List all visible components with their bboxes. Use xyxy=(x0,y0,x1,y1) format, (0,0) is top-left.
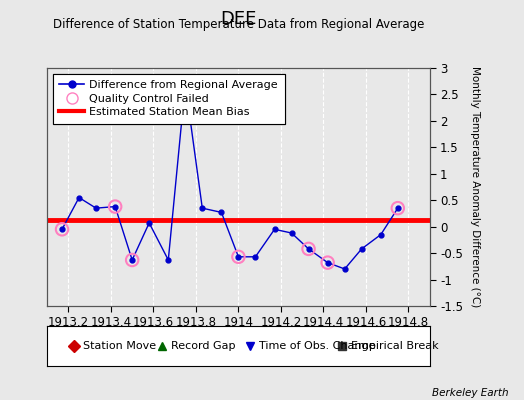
Point xyxy=(111,203,119,210)
Text: Empirical Break: Empirical Break xyxy=(351,341,439,351)
Text: Berkeley Earth: Berkeley Earth xyxy=(432,388,508,398)
Text: Difference of Station Temperature Data from Regional Average: Difference of Station Temperature Data f… xyxy=(53,18,424,31)
Legend: Difference from Regional Average, Quality Control Failed, Estimated Station Mean: Difference from Regional Average, Qualit… xyxy=(53,74,285,124)
Text: Time of Obs. Change: Time of Obs. Change xyxy=(259,341,376,351)
Y-axis label: Monthly Temperature Anomaly Difference (°C): Monthly Temperature Anomaly Difference (… xyxy=(470,66,480,308)
Point xyxy=(128,257,136,263)
Point xyxy=(234,254,243,260)
Text: Station Move: Station Move xyxy=(83,341,157,351)
Point xyxy=(304,246,313,252)
Point xyxy=(323,260,332,266)
Point xyxy=(394,205,402,211)
Point xyxy=(58,226,66,232)
Text: Record Gap: Record Gap xyxy=(171,341,236,351)
Text: DEE: DEE xyxy=(220,10,257,28)
